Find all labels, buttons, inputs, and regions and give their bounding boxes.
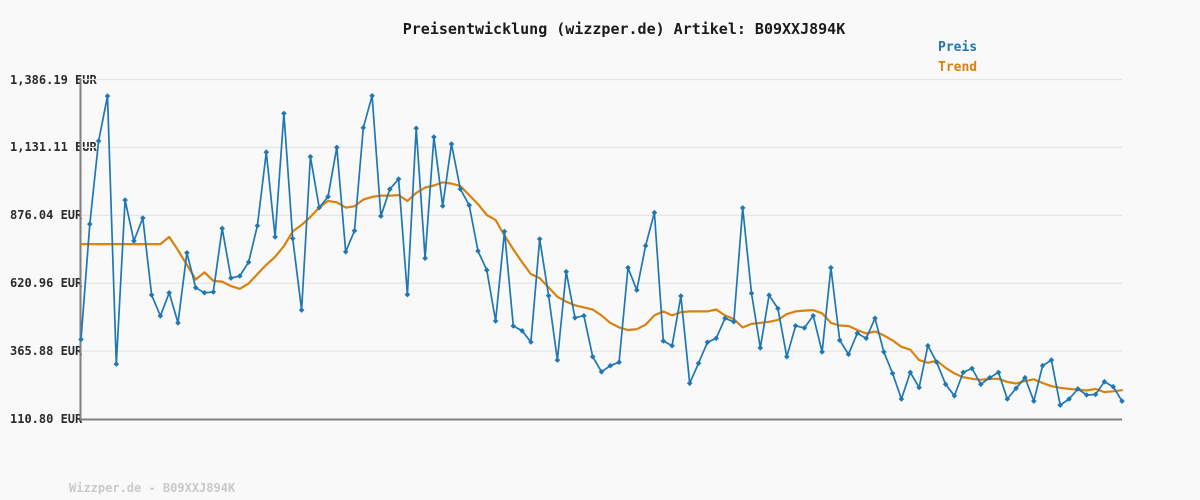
footer-watermark: Wizzper.de - B09XXJ894K [69, 481, 236, 495]
legend-item-trend: Trend [938, 60, 978, 75]
y-axis-tick-label: 110.80 EUR [10, 412, 83, 426]
y-axis-tick-label: 620.96 EUR [10, 276, 83, 291]
y-axis-tick-label: 365.88 EUR [10, 344, 83, 359]
price-markers [78, 93, 1125, 408]
trend-line [79, 181, 1124, 394]
legend-item-preis: Preis [938, 40, 978, 55]
price-line [80, 94, 1123, 406]
y-axis-tick-label: 876.04 EUR [10, 208, 83, 223]
chart-title: Preisentwicklung (wizzper.de) Artikel: B… [402, 20, 846, 38]
